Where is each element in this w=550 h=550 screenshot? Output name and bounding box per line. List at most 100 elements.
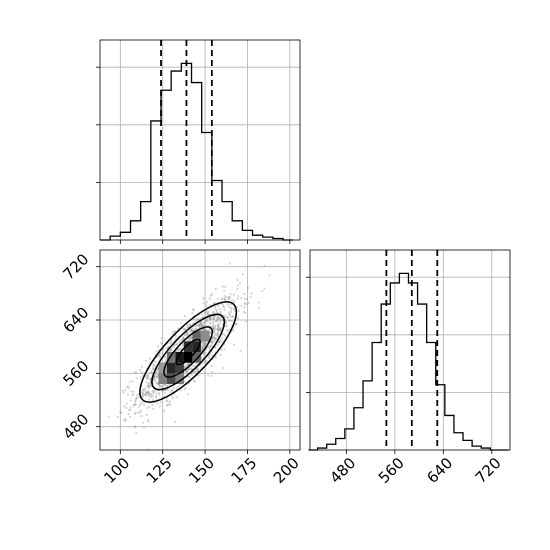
scatter-point [178,348,182,351]
scatter-point [223,289,226,292]
scatter-point [189,328,193,331]
scatter-point [223,306,226,309]
scatter-point [240,304,243,307]
x-tick-label: 100 [100,454,133,487]
scatter-point [208,297,211,300]
scatter-point [155,349,158,353]
scatter-point [218,327,222,330]
scatter-point [247,301,250,304]
scatter-point [186,362,189,365]
scatter-point [136,377,139,380]
scatter-point [159,384,162,388]
scatter-point [151,389,154,393]
scatter-point [134,400,137,403]
x-tick-label: 560 [375,454,408,487]
contour-line [163,326,214,378]
scatter-point [236,317,240,320]
scatter-point [223,308,226,312]
scatter-point [177,347,180,350]
scatter-point [203,371,207,374]
scatter-point [257,301,260,304]
scatter-point [162,384,165,388]
scatter-point [211,316,214,319]
scatter-point [228,328,231,331]
contour-line [139,301,238,403]
scatter-point [153,389,156,392]
scatter-point [165,347,168,350]
scatter-point [192,379,195,382]
scatter-point [154,360,157,363]
scatter-point [187,338,190,341]
scatter-point [129,408,132,412]
density-cell [192,352,201,363]
scatter-point [188,336,191,340]
scatter-point [238,282,242,285]
density-cell [183,341,193,352]
scatter-point [160,336,163,340]
scatter-point [203,361,206,364]
scatter-point [170,348,173,352]
scatter-point [218,307,221,310]
scatter-point [243,305,246,309]
scatter-point [149,377,152,380]
scatter-point [147,398,151,401]
scatter-point [147,381,151,384]
scatter-point [243,310,246,313]
scatter-point [212,322,215,325]
scatter-point [157,391,160,395]
scatter-point [216,334,219,337]
scatter-point [201,328,204,331]
scatter-point [214,356,217,359]
scatter-point [214,327,217,330]
scatter-point [192,309,196,312]
x-tick-label: 720 [472,454,505,487]
scatter-point [243,297,246,300]
scatter-point [208,356,211,359]
scatter-point [211,354,214,357]
scatter-point [188,368,191,371]
scatter-point [181,343,185,346]
scatter-point [212,311,215,314]
density-cell [200,330,210,342]
scatter-point [156,402,159,405]
scatter-point [155,396,158,399]
scatter-point [186,331,189,335]
scatter-point [125,406,128,410]
scatter-point [148,382,152,385]
scatter-point [214,337,217,340]
scatter-point [214,346,217,349]
scatter-point [217,340,220,344]
scatter-point [211,336,214,339]
scatter-point [182,336,185,340]
scatter-point [197,324,201,327]
scatter-point [202,302,205,305]
scatter-point [170,338,173,342]
density-cell [166,362,176,374]
scatter-point [218,320,221,323]
scatter-point [146,374,150,377]
scatter-point [107,415,110,418]
scatter-point [140,365,144,368]
scatter-point [216,327,219,331]
scatter-point [203,341,206,344]
scatter-point [199,317,202,320]
scatter-point [194,328,197,331]
scatter-point [215,319,218,322]
scatter-point [215,311,218,314]
scatter-point [144,393,148,396]
scatter-point [216,327,219,331]
scatter-point [210,341,213,344]
scatter-point [174,337,177,340]
scatter-point [268,274,271,277]
scatter-point [199,322,202,325]
scatter-point [230,315,233,318]
scatter-point [215,309,219,312]
scatter-point [138,403,142,407]
scatter-point [216,318,220,321]
scatter-point [187,363,190,366]
scatter-point [217,328,221,332]
scatter-point [156,370,159,373]
scatter-point [209,321,212,325]
scatter-point [158,393,161,397]
scatter-point [200,321,203,324]
